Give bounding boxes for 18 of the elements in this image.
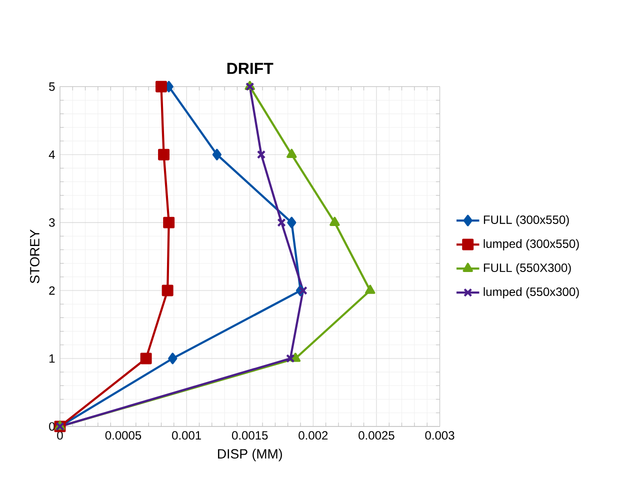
y-tick-label: 2 [49,286,55,294]
x-axis-title: DISP (MM) [218,448,282,461]
y-tick-label: 1 [50,354,55,362]
x-tick-label: 0.0005 [105,430,142,440]
y-tick-label: 4 [48,150,55,159]
y-tick-label: 3 [49,218,55,227]
x-tick-label: 0.0025 [358,430,394,440]
y-tick-label: 5 [49,82,55,91]
legend-label: lumped (300x550) [484,238,579,250]
x-tick-label: 0.001 [172,430,201,440]
chart-title: DRIFT [227,62,274,74]
legend-label: FULL (300x550) [484,214,569,226]
legend-label: FULL (550X300) [484,262,571,274]
x-tick-label: 0.003 [425,430,454,440]
x-tick-label: 0.0015 [232,430,268,440]
legend-label: lumped (550x300) [484,287,579,298]
y-axis-title: STOREY [30,229,40,283]
x-tick-label: 0.002 [298,430,328,440]
